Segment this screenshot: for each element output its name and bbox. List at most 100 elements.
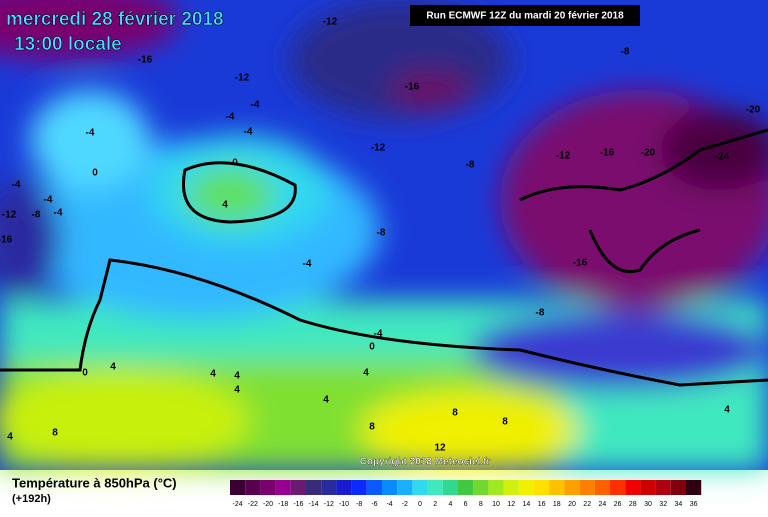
scale-swatch: [458, 480, 474, 495]
scale-label: 30: [644, 501, 652, 508]
scale-label: 12: [507, 501, 515, 508]
contour-label: -8: [32, 210, 41, 221]
contour-label: 4: [363, 368, 369, 379]
contour-label: 4: [724, 405, 730, 416]
scale-label: -12: [324, 501, 334, 508]
contour-label: -8: [466, 160, 475, 171]
contour-label: 0: [82, 368, 88, 379]
contour-label: -16: [0, 235, 13, 246]
scale-label: -4: [386, 501, 392, 508]
scale-swatch: [655, 480, 671, 495]
scale-label: 32: [659, 501, 667, 508]
scale-label: 28: [629, 501, 637, 508]
contour-label: -4: [226, 112, 235, 123]
scale-swatch: [306, 480, 322, 495]
contour-label: -4: [54, 208, 63, 219]
contour-label: -4: [244, 127, 253, 138]
contour-label: 0: [232, 158, 238, 169]
footer-title: Température à 850hPa (°C): [12, 475, 177, 490]
scale-swatch: [670, 480, 686, 495]
scale-swatch: [640, 480, 656, 495]
footer-lead: (+192h): [12, 493, 51, 505]
scale-swatch: [397, 480, 413, 495]
contour-label: -4: [86, 128, 95, 139]
scale-label: 26: [614, 501, 622, 508]
run-info: Run ECMWF 12Z du mardi 20 février 2018: [426, 11, 624, 22]
contour-label: 0: [369, 342, 375, 353]
color-scale: -24 -22 -20 -18 -16 -14 -12 -10 -8 -6 -4 -2 0 2 4 6 8 10 1…: [230, 480, 702, 508]
scale-swatch: [275, 480, 291, 495]
scale-label: 20: [568, 501, 576, 508]
scale-label: 18: [553, 501, 561, 508]
contour-label: -16: [573, 258, 588, 269]
contour-label: 12: [434, 443, 446, 454]
contour-label: -12: [556, 151, 571, 162]
scale-swatch: [564, 480, 580, 495]
scale-swatch: [442, 480, 458, 495]
scale-swatch: [427, 480, 443, 495]
contour-label: 4: [222, 200, 228, 211]
scale-swatch: [382, 480, 398, 495]
contour-label: -16: [138, 55, 153, 66]
scale-label: 22: [583, 501, 591, 508]
scale-swatch: [321, 480, 337, 495]
scale-swatch: [290, 480, 306, 495]
contour-label: 0: [92, 168, 98, 179]
contour-label: -4: [44, 195, 53, 206]
contour-label: 4: [323, 395, 329, 406]
scale-swatch: [260, 480, 276, 495]
map-date: mercredi 28 février 2018: [6, 9, 224, 30]
contour-label: -20: [746, 105, 761, 116]
scale-label: 34: [675, 501, 683, 508]
scale-label: -16: [293, 501, 303, 508]
contour-label: 8: [52, 428, 58, 439]
scale-label: 24: [599, 501, 607, 508]
contour-label: -4: [251, 100, 260, 111]
contour-label: -12: [323, 17, 338, 28]
contour-label: 4: [234, 371, 240, 382]
contour-label: -8: [377, 228, 386, 239]
scale-swatch: [473, 480, 489, 495]
scale-label: -22: [248, 501, 258, 508]
scale-swatch: [351, 480, 367, 495]
scale-label: -8: [356, 501, 362, 508]
scale-swatch: [412, 480, 428, 495]
contour-labels: -12-16-12-4-4-4-16-8-20-12-12 -16 -20 -24-8…: [0, 17, 761, 454]
scale-label: 14: [523, 501, 531, 508]
scale-swatch: [594, 480, 610, 495]
contour-label: -4: [374, 329, 383, 340]
scale-label: 10: [492, 501, 500, 508]
scale-label: 4: [448, 501, 452, 508]
scale-swatch: [625, 480, 641, 495]
scale-label: 2: [433, 501, 437, 508]
contour-label: -16: [405, 82, 420, 93]
scale-label: 36: [690, 501, 698, 508]
scale-swatch: [518, 480, 534, 495]
contour-label: -8: [621, 47, 630, 58]
map-time: 13:00 locale: [14, 34, 122, 55]
scale-swatch: [579, 480, 595, 495]
scale-swatch: [503, 480, 519, 495]
scale-label: -14: [309, 501, 319, 508]
contour-label: -12: [2, 210, 17, 221]
scale-label: 8: [479, 501, 483, 508]
scale-swatch: [610, 480, 626, 495]
scale-label: 6: [464, 501, 468, 508]
contour-label: -4: [12, 180, 21, 191]
contour-label: 4: [210, 369, 216, 380]
temperature-field: [0, 0, 768, 470]
scale-swatch: [534, 480, 550, 495]
contour-label: 4: [110, 362, 116, 373]
scale-label: -6: [371, 501, 377, 508]
scale-swatch: [686, 480, 702, 495]
contour-label: -12: [371, 143, 386, 154]
scale-label: -20: [263, 501, 273, 508]
contour-label: 8: [452, 408, 458, 419]
contour-label: -12: [235, 73, 250, 84]
contour-label: -16: [600, 148, 615, 159]
contour-label: -24: [715, 152, 730, 163]
scale-label: -10: [339, 501, 349, 508]
contour-label: 8: [502, 417, 508, 428]
